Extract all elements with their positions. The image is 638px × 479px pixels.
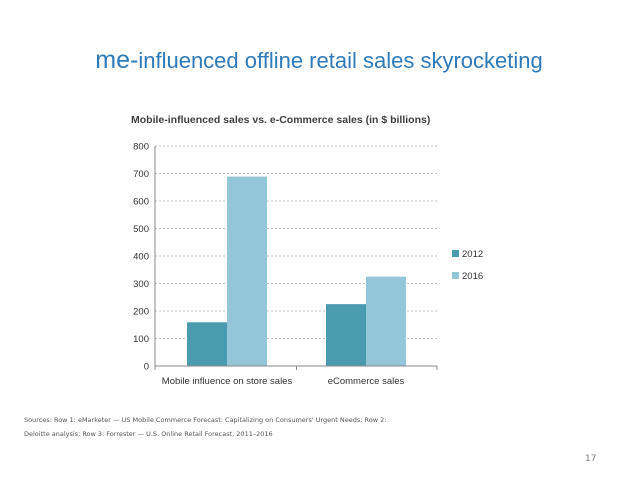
bar-2012-mobile-influence: [187, 322, 227, 366]
legend-swatch-2012: [452, 250, 459, 257]
y-tick-label: 400: [133, 252, 149, 263]
y-tick-label: 800: [133, 142, 149, 153]
x-category-label: eCommerce sales: [328, 376, 405, 387]
bar-2016-mobile-influence: [227, 176, 267, 366]
slide-title-prefix: me-: [95, 46, 139, 74]
y-tick-label: 0: [144, 362, 149, 373]
y-tick-label: 500: [133, 224, 149, 235]
y-tick-label: 300: [133, 279, 149, 290]
sources-note: Sources: Row 1: eMarketer — US Mobile Co…: [24, 413, 386, 441]
y-tick-label: 100: [133, 334, 149, 345]
gridlines: [155, 145, 437, 339]
y-tick-label: 600: [133, 197, 149, 208]
x-category-label: Mobile influence on store sales: [162, 376, 293, 387]
y-axis-ticks: 0 100 200 300 400 500 600 700 800: [133, 142, 149, 373]
sources-line: Sources: Row 1: eMarketer — US Mobile Co…: [24, 416, 387, 424]
legend-label-2012: 2012: [462, 249, 483, 260]
page-number: 17: [585, 454, 597, 464]
y-tick-label: 200: [133, 307, 149, 318]
legend: 2012 2016: [452, 249, 483, 282]
legend-swatch-2016: [452, 272, 459, 279]
bar-2016-ecommerce: [366, 276, 406, 366]
sources-line: Deloitte analysis; Row 3: Forrester — U.…: [24, 430, 273, 438]
y-tick-label: 700: [133, 169, 149, 180]
bar-2012-ecommerce: [326, 304, 366, 366]
slide-title: me-influenced offline retail sales skyro…: [0, 46, 638, 75]
slide-title-rest: influenced offline retail sales skyrocke…: [138, 48, 543, 73]
chart-title: Mobile-influenced sales vs. e-Commerce s…: [131, 114, 430, 126]
axes: [154, 146, 438, 370]
legend-label-2016: 2016: [462, 271, 483, 282]
x-axis-labels: Mobile influence on store sales eCommerce…: [162, 376, 405, 387]
bars: [187, 176, 406, 366]
